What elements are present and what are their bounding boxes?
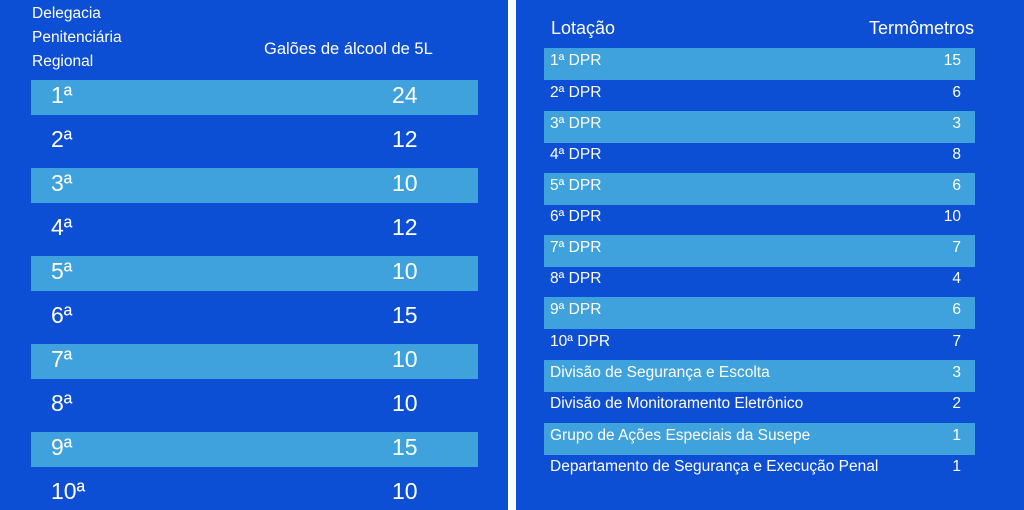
row-label: 5ª [51,258,73,284]
table-row: Divisão de Segurança e Escolta 3 [544,360,975,392]
row-value: 12 [392,126,418,152]
row-label: 6ª DPR [550,208,602,225]
row-label: 7ª DPR [550,239,602,256]
row-label: 1ª DPR [550,52,602,69]
row-value: 6 [952,84,961,101]
row-label: 8ª [51,390,73,416]
row-value: 10 [392,170,418,196]
table-row: 5ª DPR 6 [544,173,975,205]
row-value: 8 [952,146,961,163]
row-label: 6ª [51,302,73,328]
row-label: 1ª [51,82,73,108]
table-row: 7ª 10 [31,344,478,379]
table-row: 6ª DPR 10 [544,204,975,236]
row-value: 4 [952,270,961,287]
table-row: 2ª DPR 6 [544,80,975,112]
row-value: 10 [943,208,961,225]
table-row: 5ª 10 [31,256,478,291]
row-value: 7 [952,333,961,350]
row-value: 24 [392,82,418,108]
table-row: 10ª 10 [31,476,478,510]
table-row: 8ª 10 [31,388,478,423]
row-label: Departamento de Segurança e Execução Pen… [550,458,879,475]
row-label: 4ª [51,214,73,240]
row-value: 10 [392,346,418,372]
row-value: 15 [943,52,961,69]
row-value: 10 [392,478,418,504]
row-value: 6 [952,301,961,318]
row-label: 8ª DPR [550,270,602,287]
row-value: 1 [952,458,961,475]
table-row: 10ª DPR 7 [544,329,975,361]
row-value: 7 [952,239,961,256]
row-value: 1 [952,427,961,444]
right-header-lotacao: Lotação [551,18,616,38]
row-label: 2ª DPR [550,84,602,101]
row-value: 10 [392,390,418,416]
table-row: 6ª 15 [31,300,478,335]
row-label: 5ª DPR [550,177,602,194]
row-label: 10ª [51,478,86,504]
table-row: 4ª 12 [31,212,478,247]
row-value: 3 [952,115,961,132]
row-value: 12 [392,214,418,240]
row-label: Divisão de Segurança e Escolta [550,364,770,381]
row-label: 9ª DPR [550,301,602,318]
row-label: Grupo de Ações Especiais da Susepe [550,427,811,444]
left-header-delegacia: Delegacia Penitenciária Regional [32,5,122,70]
row-value: 10 [392,258,418,284]
table-row: Divisão de Monitoramento Eletrônico 2 [544,391,975,423]
table-row: 9ª DPR 6 [544,297,975,329]
row-value: 2 [952,395,961,412]
thermometer-table-panel: Lotação Termômetros 1ª DPR 15 2ª DPR 6 3… [516,0,1024,510]
table-row: 7ª DPR 7 [544,235,975,267]
table-row: Grupo de Ações Especiais da Susepe 1 [544,423,975,455]
table-row: 3ª DPR 3 [544,111,975,143]
table-row: Departamento de Segurança e Execução Pen… [544,454,975,486]
row-value: 15 [392,434,418,460]
alcohol-table-panel: Delegacia Penitenciária Regional Galões … [0,0,508,510]
table-row: 2ª 12 [31,124,478,159]
row-label: 2ª [51,126,73,152]
table-row: 1ª DPR 15 [544,48,975,80]
table-row: 9ª 15 [31,432,478,467]
row-label: 10ª DPR [550,333,611,350]
row-label: Divisão de Monitoramento Eletrônico [550,395,804,412]
table-row: 4ª DPR 8 [544,142,975,174]
table-row: 1ª 24 [31,80,478,115]
row-label: 3ª DPR [550,115,602,132]
left-header-galoes: Galões de álcool de 5L [264,40,433,58]
row-value: 3 [952,364,961,381]
row-value: 15 [392,302,418,328]
row-label: 3ª [51,170,73,196]
row-label: 9ª [51,434,73,460]
table-row: 3ª 10 [31,168,478,203]
right-header-termometros: Termômetros [868,18,974,38]
row-label: 7ª [51,346,73,372]
row-label: 4ª DPR [550,146,602,163]
row-value: 6 [952,177,961,194]
table-row: 8ª DPR 4 [544,266,975,298]
